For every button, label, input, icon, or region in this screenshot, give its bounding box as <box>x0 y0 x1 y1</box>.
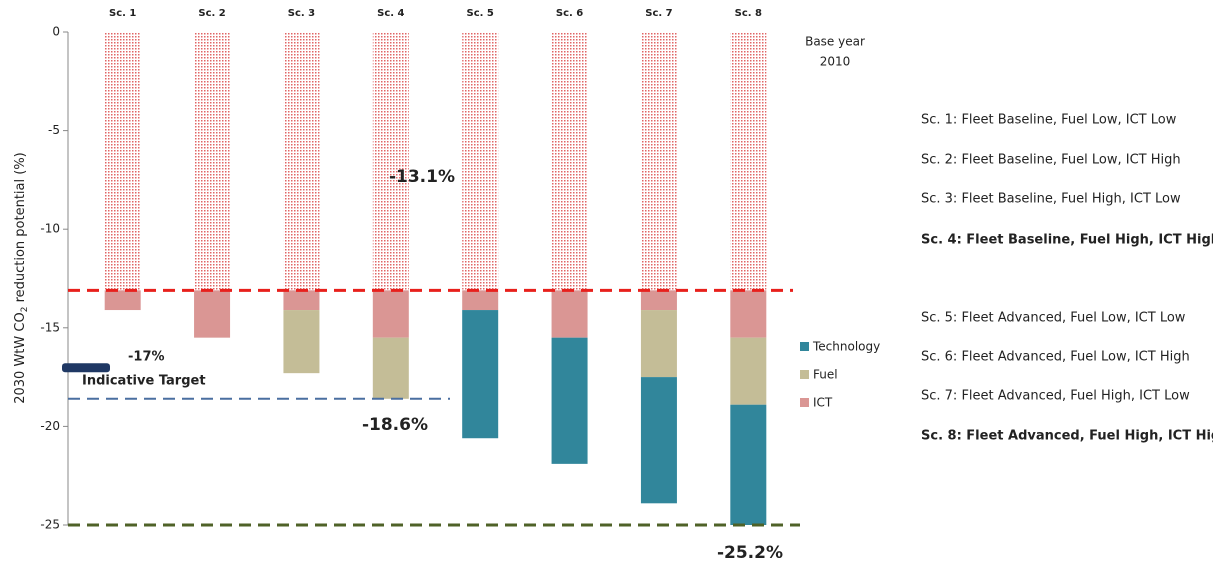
y-tick-label: -20 <box>40 419 60 433</box>
legend-label: Technology <box>812 340 880 354</box>
reference-label: -25.2% <box>717 543 783 563</box>
legend-label: Fuel <box>813 368 838 382</box>
bar-segment <box>372 32 409 291</box>
y-tick-label: -10 <box>40 222 60 236</box>
bar-segment <box>462 290 499 311</box>
scenario-description: Sc. 4: Fleet Baseline, Fuel High, ICT Hi… <box>921 233 1213 248</box>
x-tick-label: Sc. 1 <box>109 8 136 19</box>
scenario-description: Sc. 7: Fleet Advanced, Fuel High, ICT Lo… <box>921 389 1190 404</box>
bar-segment <box>730 290 767 338</box>
y-tick-label: -5 <box>48 123 60 137</box>
bar-segment <box>730 32 767 291</box>
y-tick-label: -15 <box>40 320 60 334</box>
bar-segment <box>640 377 677 504</box>
bar-segment <box>551 337 588 464</box>
reference-label: -18.6% <box>362 415 428 435</box>
scenario-description: Sc. 1: Fleet Baseline, Fuel Low, ICT Low <box>921 113 1177 128</box>
legend-label: ICT <box>813 396 833 410</box>
bar-segment <box>283 32 320 291</box>
scenario-description: Sc. 6: Fleet Advanced, Fuel Low, ICT Hig… <box>921 350 1190 365</box>
bar-segment <box>104 290 141 311</box>
y-tick-label: -25 <box>40 518 60 532</box>
x-tick-label: Sc. 2 <box>198 8 225 19</box>
target-label: -17% <box>128 350 165 365</box>
x-tick-label: Sc. 7 <box>645 8 672 19</box>
bar-segment <box>551 290 588 338</box>
bar-segment <box>372 290 409 338</box>
legend-swatch <box>800 342 809 351</box>
target-marker <box>62 363 110 373</box>
bar-segment <box>730 404 767 525</box>
x-tick-label: Sc. 6 <box>556 8 583 19</box>
legend-swatch <box>800 370 809 379</box>
base-year: Base year <box>805 35 865 49</box>
bar-segment <box>283 310 320 374</box>
bar-segment <box>640 32 677 291</box>
legend-swatch <box>800 398 809 407</box>
reference-label: -13.1% <box>389 167 455 187</box>
bar-segment <box>283 290 320 311</box>
target-text: Indicative Target <box>82 374 206 389</box>
bar-segment <box>640 290 677 311</box>
bar-segment <box>640 310 677 378</box>
scenario-description: Sc. 3: Fleet Baseline, Fuel High, ICT Lo… <box>921 192 1181 207</box>
bar-segment <box>194 290 231 338</box>
bar-segment <box>194 32 231 291</box>
x-tick-label: Sc. 5 <box>467 8 494 19</box>
bar-segment <box>551 32 588 291</box>
scenario-description: Sc. 2: Fleet Baseline, Fuel Low, ICT Hig… <box>921 153 1181 168</box>
bar-segment <box>462 310 499 439</box>
base-year: 2010 <box>820 55 851 69</box>
bar-segment <box>372 337 409 399</box>
x-tick-label: Sc. 4 <box>377 8 404 19</box>
x-tick-label: Sc. 3 <box>288 8 315 19</box>
x-tick-label: Sc. 8 <box>735 8 762 19</box>
scenario-description: Sc. 8: Fleet Advanced, Fuel High, ICT Hi… <box>921 429 1213 444</box>
y-tick-label: 0 <box>52 25 60 39</box>
y-axis-label: 2030 WtW CO2 reduction potential (%) <box>13 152 30 404</box>
scenario-description: Sc. 5: Fleet Advanced, Fuel Low, ICT Low <box>921 311 1186 326</box>
bar-segment <box>730 337 767 405</box>
bar-segment <box>104 32 141 291</box>
bar-segment <box>462 32 499 291</box>
